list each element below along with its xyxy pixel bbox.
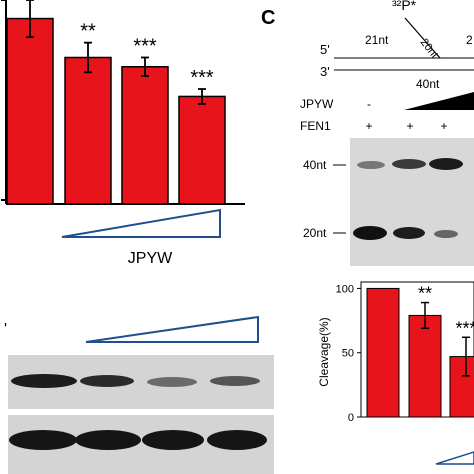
gel-band: [392, 159, 426, 169]
segment-20nt-flap: 20nt: [418, 36, 441, 60]
y-tick-label-c: 50: [342, 348, 354, 360]
blot-band: [75, 430, 141, 450]
fen1-sign: +: [440, 119, 447, 133]
significance-label: ***: [190, 67, 214, 89]
panel-label-c: C: [261, 7, 275, 29]
concentration-wedge-a: [61, 208, 221, 238]
gel-band: [357, 161, 385, 169]
blot-band: [80, 375, 134, 387]
concentration-wedge-blot: [85, 315, 259, 343]
blot-band: [142, 430, 204, 450]
left-5-prime: 5': [320, 42, 330, 57]
x-axis-label-a: JPYW: [128, 250, 173, 267]
gel-bands-40nt: [357, 158, 463, 170]
blot-band: [147, 377, 197, 387]
gel-image: [350, 138, 474, 266]
segment-21nt: 21nt: [365, 33, 389, 47]
bar: [64, 56, 112, 205]
band-label-20nt: 20nt: [303, 226, 327, 240]
flap-strand: [404, 17, 441, 59]
significance-label: **: [80, 21, 96, 43]
bar: [6, 17, 54, 205]
significance-label: **: [418, 284, 432, 304]
bar: [366, 287, 400, 418]
bar: [408, 314, 442, 418]
blot-band: [11, 374, 77, 388]
dna-duplex: [334, 57, 474, 71]
significance-label: ***: [133, 35, 157, 57]
y-tick-label-c: 100: [336, 283, 354, 295]
panel-edge-mark: ': [4, 321, 7, 338]
left-3-prime: 3': [320, 64, 330, 79]
blot-bands-top: [11, 374, 260, 388]
gel-band: [429, 158, 463, 170]
bar: [449, 356, 474, 418]
gel-band: [393, 227, 425, 239]
gel-band: [434, 230, 458, 238]
blot-band: [207, 430, 267, 450]
fen1-sign: +: [406, 119, 413, 133]
significance-label: ***: [455, 318, 474, 338]
blot-band: [9, 430, 77, 450]
fen1-sign: +: [365, 119, 372, 133]
concentration-wedge-c: [435, 451, 474, 465]
bar: [121, 66, 169, 205]
row-label-fen1: FEN1: [300, 119, 331, 133]
probe-label: ³²P*: [392, 0, 417, 13]
gel-band: [353, 226, 387, 240]
bar-chart-a: ********: [1, 0, 245, 205]
jpyw-wedge: [404, 92, 474, 110]
band-label-40nt: 40nt: [303, 158, 327, 172]
blot-band: [210, 376, 260, 386]
row-label-jpyw: JPYW: [300, 97, 334, 111]
segment-right-cut: 2: [466, 33, 473, 47]
y-tick-label-c: 0: [348, 412, 354, 424]
blot-bands-bottom: [9, 430, 267, 450]
segment-40nt: 40nt: [416, 77, 440, 91]
y-axis-label-c: Cleavage(%): [317, 317, 331, 386]
jpyw-sign: -: [367, 97, 371, 111]
bar: [178, 95, 226, 205]
gel-bands-20nt: [353, 226, 458, 240]
